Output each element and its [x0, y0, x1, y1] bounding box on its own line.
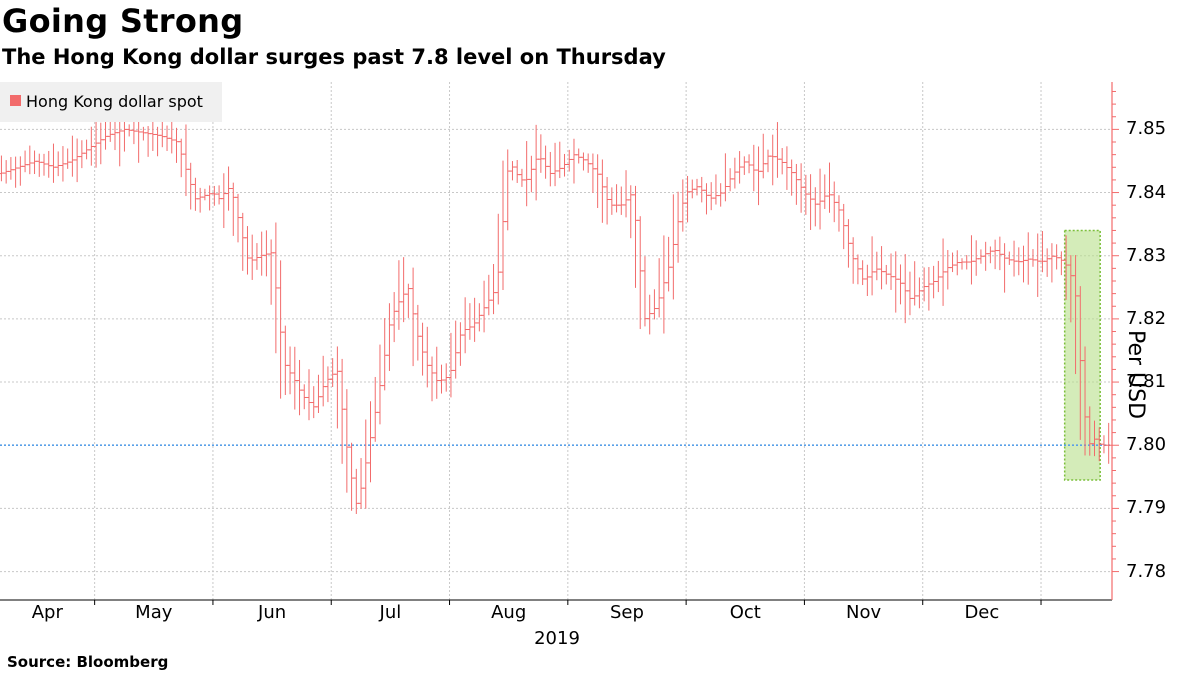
price-bars — [0, 93, 1112, 514]
chart-title: Going Strong — [2, 2, 244, 40]
x-tick-label: Apr — [31, 602, 63, 623]
grid-lines — [0, 82, 1112, 600]
legend — [0, 82, 222, 122]
x-tick-label: Aug — [491, 602, 527, 623]
chart-subtitle: The Hong Kong dollar surges past 7.8 lev… — [2, 45, 666, 69]
y-tick-label: 7.82 — [1126, 307, 1167, 329]
axes — [0, 82, 1119, 605]
y-tick-label: 7.85 — [1126, 118, 1167, 140]
year-label: 2019 — [534, 628, 580, 649]
source-note: Source: Bloomberg — [7, 653, 169, 671]
y-tick-label: 7.78 — [1126, 560, 1167, 582]
x-tick-label: Nov — [845, 602, 882, 623]
x-tick-label: Dec — [964, 602, 1000, 623]
y-tick-label: 7.79 — [1126, 497, 1167, 519]
x-tick-label: Oct — [729, 602, 761, 623]
legend-label: Hong Kong dollar spot — [26, 92, 203, 111]
y-tick-label: 7.83 — [1126, 244, 1167, 266]
x-tick-label: Sep — [610, 602, 644, 623]
y-tick-label: 7.81 — [1126, 371, 1167, 393]
x-tick-label: Jul — [379, 602, 402, 623]
x-tick-label: Jun — [258, 602, 287, 623]
y-tick-label: 7.84 — [1126, 181, 1167, 203]
x-tick-label: May — [135, 602, 173, 623]
y-tick-label: 7.80 — [1126, 434, 1167, 456]
legend-swatch — [10, 95, 21, 106]
